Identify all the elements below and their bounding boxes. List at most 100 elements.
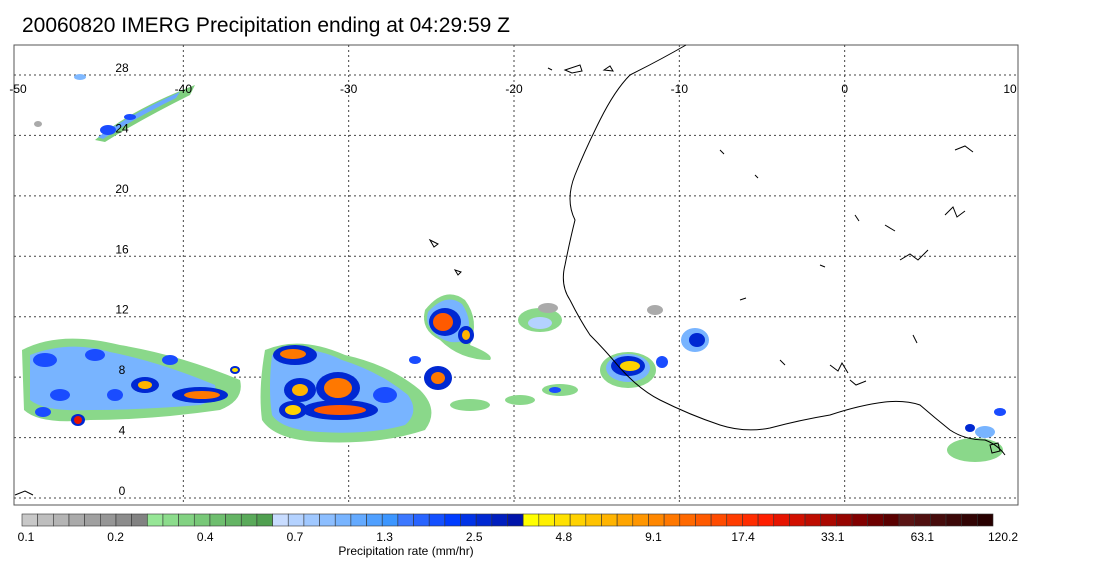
colorbar-swatch (193, 513, 211, 527)
colorbar-swatch (836, 513, 853, 527)
colorbar-swatch (569, 513, 587, 527)
precipitation-field (22, 74, 1006, 462)
colorbar-swatch (757, 513, 775, 527)
lat-tick-label: 4 (119, 424, 126, 438)
lat-tick-label: 8 (119, 363, 126, 377)
colorbar-swatch (350, 513, 367, 527)
colorbar-tick-label: 4.8 (555, 530, 572, 544)
lat-tick-label: 20 (115, 182, 129, 196)
colorbar-swatch (37, 513, 54, 527)
colorbar-swatch (162, 513, 179, 527)
colorbar-swatch (491, 513, 508, 527)
colorbar-swatch (366, 513, 383, 527)
colorbar-swatch (961, 513, 978, 527)
longitude-labels: -50 -40 -30 -20 -10 0 10 (9, 82, 1017, 96)
lon-tick-label: -10 (671, 82, 689, 96)
lon-tick-label: -20 (505, 82, 523, 96)
colorbar-swatch (914, 513, 931, 527)
colorbar-swatch (585, 513, 602, 527)
colorbar-swatch (68, 513, 85, 527)
colorbar-swatch (945, 513, 962, 527)
colorbar-tick-label: 63.1 (911, 530, 935, 544)
colorbar-labels: 0.1 0.2 0.4 0.7 1.3 2.5 4.8 9.1 17.4 33.1 63.1 120.… (18, 530, 1019, 544)
colorbar-swatch (413, 513, 430, 527)
colorbar-tick-label: 17.4 (731, 530, 755, 544)
colorbar-tick-label: 0.2 (107, 530, 124, 544)
colorbar-tick-label: 1.3 (376, 530, 393, 544)
colorbar-swatch (272, 513, 289, 527)
lon-tick-label: -30 (340, 82, 358, 96)
map-title: 20060820 IMERG Precipitation ending at 0… (22, 14, 510, 37)
map-frame (13, 44, 1019, 506)
precip-cluster-central (260, 343, 452, 443)
colorbar-swatch (225, 513, 242, 527)
coastline (14, 44, 1006, 496)
colorbar-swatch (131, 513, 148, 527)
colorbar-swatch (209, 513, 226, 527)
colorbar-swatch (100, 513, 117, 527)
colorbar-tick-label: 33.1 (821, 530, 845, 544)
precip-cluster-west (22, 338, 241, 426)
colorbar-swatch (303, 513, 320, 527)
colorbar-tick-label: 0.4 (197, 530, 214, 544)
colorbar-swatch (898, 513, 915, 527)
colorbar-swatch (21, 513, 38, 527)
colorbar-swatch (977, 513, 994, 527)
colorbar-tick-label: 120.2 (988, 530, 1018, 544)
colorbar-swatch (632, 513, 649, 527)
lat-tick-label: 24 (115, 121, 129, 135)
colorbar-swatch (240, 513, 258, 527)
colorbar-swatch (804, 513, 822, 527)
precip-cell-east (947, 408, 1006, 462)
colorbar-swatch (475, 513, 493, 527)
colorbar-swatch (601, 513, 618, 527)
colorbar-swatch (773, 513, 790, 527)
colorbar-swatch (428, 513, 446, 527)
colorbar-swatch (507, 513, 524, 527)
colorbar-tick-label: 0.7 (287, 530, 304, 544)
colorbar-swatch (256, 513, 273, 527)
colorbar-swatch (538, 513, 555, 527)
colorbar-swatch (146, 513, 164, 527)
colorbar-swatch (695, 513, 712, 527)
colorbar-swatch (397, 513, 414, 527)
colorbar-swatch (726, 513, 743, 527)
precip-cell-north-central (424, 294, 491, 360)
colorbar-swatch (930, 513, 947, 527)
lat-tick-label: 12 (115, 303, 129, 317)
colorbar-swatch (616, 513, 634, 527)
lon-tick-label: -50 (9, 82, 27, 96)
colorbar-swatch (444, 513, 461, 527)
lon-tick-label: 0 (841, 82, 848, 96)
colorbar-swatch (115, 513, 132, 527)
colorbar-swatch (287, 513, 305, 527)
colorbar-swatch (84, 513, 101, 527)
colorbar-swatch (522, 513, 540, 527)
precip-scattered-mid (450, 303, 578, 411)
lat-tick-label: 0 (119, 484, 126, 498)
lat-tick-label: 16 (115, 242, 129, 256)
colorbar-swatch (867, 513, 884, 527)
colorbar-swatch (883, 513, 900, 527)
colorbar-swatch (319, 513, 336, 527)
colorbar-swatch (648, 513, 665, 527)
colorbar-swatch (554, 513, 571, 527)
lon-tick-label: 10 (1003, 82, 1017, 96)
lat-tick-label: 28 (115, 61, 129, 75)
colorbar-swatch (851, 513, 869, 527)
colorbar-tick-label: 2.5 (466, 530, 483, 544)
colorbar-swatch (334, 513, 352, 527)
precip-band-northwest (34, 74, 195, 142)
colorbar-swatch (742, 513, 759, 527)
colorbar-swatch (460, 513, 477, 527)
precip-cell-coastal (600, 305, 709, 388)
graticule (14, 45, 1018, 505)
colorbar-swatch (178, 513, 195, 527)
colorbar-tick-label: 9.1 (645, 530, 662, 544)
colorbar-swatch (53, 513, 70, 527)
colorbar-swatch (663, 513, 681, 527)
lon-tick-label: -40 (175, 82, 193, 96)
colorbar-swatch (710, 513, 728, 527)
colorbar-swatch (679, 513, 696, 527)
